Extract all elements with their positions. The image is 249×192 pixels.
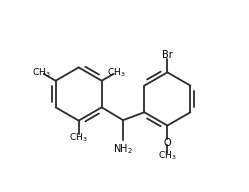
Text: CH$_3$: CH$_3$ (158, 150, 177, 162)
Text: CH$_3$: CH$_3$ (32, 66, 51, 79)
Text: CH$_3$: CH$_3$ (69, 131, 88, 144)
Text: Br: Br (162, 50, 173, 60)
Text: CH$_3$: CH$_3$ (107, 66, 125, 79)
Text: NH$_2$: NH$_2$ (113, 142, 133, 156)
Text: O: O (164, 138, 171, 148)
